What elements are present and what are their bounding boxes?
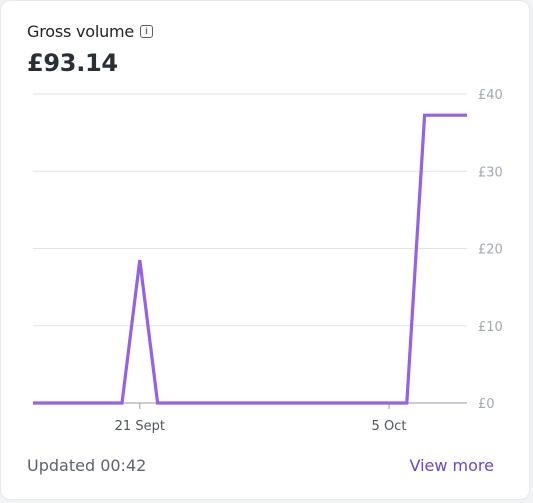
info-icon[interactable]: i: [140, 25, 154, 38]
x-tick-label: 21 Sept: [115, 419, 165, 434]
y-tick-label: £10: [478, 320, 503, 335]
y-tick-label: £30: [478, 165, 503, 180]
card-title: Gross volume: [27, 22, 135, 41]
y-tick-label: £0: [478, 397, 495, 412]
y-tick-label: £40: [478, 88, 503, 103]
updated-timestamp: Updated 00:42: [27, 456, 147, 475]
y-tick-label: £20: [478, 243, 503, 258]
card-header: Gross volume i: [27, 22, 154, 41]
view-more-link[interactable]: View more: [409, 456, 495, 475]
series-line: [33, 113, 467, 405]
x-tick-label: 5 Oct: [372, 419, 407, 434]
gross-volume-amount: £93.14: [27, 49, 118, 77]
